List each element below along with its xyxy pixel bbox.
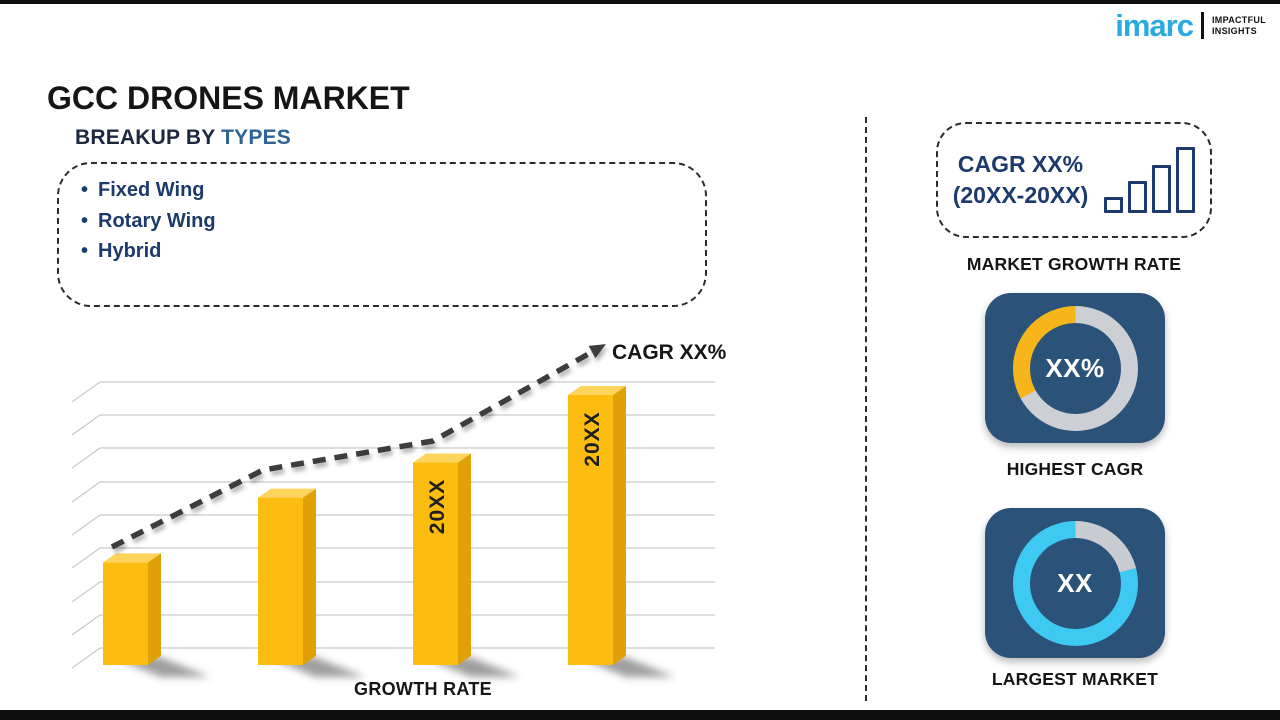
growth-bars-icon bbox=[1104, 147, 1196, 213]
bar-side-face bbox=[303, 488, 316, 665]
gridline-tick bbox=[71, 447, 101, 469]
bar bbox=[568, 395, 613, 665]
bar-side-face bbox=[613, 386, 626, 665]
bar-top-face bbox=[568, 386, 626, 395]
donut-hole bbox=[1029, 537, 1121, 629]
donut-hole bbox=[1029, 322, 1121, 414]
logo-divider bbox=[1200, 12, 1204, 39]
logo-tagline-line2: INSIGHTS bbox=[1211, 25, 1257, 36]
breakup-item: Fixed Wing bbox=[81, 175, 705, 206]
page-title: GCC DRONES MARKET bbox=[47, 80, 410, 117]
logo-tagline: IMPACTFUL INSIGHTS bbox=[1212, 15, 1266, 37]
breakup-item: Rotary Wing bbox=[81, 206, 705, 237]
highest-cagr-value: XX% bbox=[1045, 352, 1105, 383]
trend-arrow bbox=[110, 344, 606, 550]
vertical-dashed-divider bbox=[865, 117, 867, 701]
bar-top-face bbox=[103, 553, 161, 563]
gridline-tick bbox=[71, 547, 101, 569]
bar-top-face bbox=[258, 488, 316, 498]
breakup-heading: BREAKUP BY TYPES bbox=[75, 126, 291, 150]
breakup-heading-highlight: TYPES bbox=[221, 126, 291, 149]
imarc-logo: imarc IMPACTFUL INSIGHTS bbox=[1115, 10, 1266, 41]
bar-side-face bbox=[148, 553, 161, 665]
gridline-tick bbox=[71, 581, 101, 603]
gridline-tick bbox=[71, 481, 101, 503]
bar-chart-canvas: 20XX 20XX bbox=[71, 344, 715, 677]
gridline-tick bbox=[71, 647, 101, 669]
breakup-item: Hybrid bbox=[81, 236, 705, 267]
gridline-tick bbox=[71, 381, 101, 403]
gridline-tick bbox=[71, 514, 101, 536]
market-growth-rate-label: MARKET GROWTH RATE bbox=[966, 254, 1182, 274]
imarc-brand-text: imarc bbox=[1115, 8, 1194, 43]
bar-label: 20XX bbox=[581, 411, 604, 466]
cagr-years-line: (20XX-20XX) bbox=[952, 182, 1089, 208]
largest-market-label: LARGEST MARKET bbox=[991, 669, 1159, 689]
logo-tagline-line1: IMPACTFUL bbox=[1211, 14, 1266, 25]
breakup-types-box: Fixed WingRotary WingHybrid bbox=[57, 162, 707, 307]
trend-arrowhead bbox=[588, 344, 606, 359]
highest-cagr-donut: XX% bbox=[1012, 305, 1138, 431]
largest-market-donut: XX bbox=[1012, 520, 1138, 646]
breakup-types-list: Fixed WingRotary WingHybrid bbox=[59, 175, 705, 267]
cagr-period-text: CAGR XX% (20XX-20XX) bbox=[953, 149, 1089, 211]
largest-market-card: XX bbox=[985, 508, 1165, 658]
bar bbox=[103, 562, 148, 665]
bar-side-face bbox=[458, 453, 471, 665]
growth-rate-chart: 20XX 20XX CAGR XX% GROWTH RATE bbox=[60, 335, 726, 705]
cagr-value-line: CAGR XX% bbox=[957, 150, 1084, 177]
x-axis-label: GROWTH RATE bbox=[354, 679, 492, 699]
bar bbox=[258, 497, 303, 665]
largest-market-value: XX bbox=[1057, 567, 1093, 598]
highest-cagr-label: HIGHEST CAGR bbox=[1006, 459, 1144, 479]
breakup-heading-prefix: BREAKUP BY bbox=[75, 126, 222, 149]
highest-cagr-card: XX% bbox=[985, 293, 1165, 443]
gridline-tick bbox=[71, 614, 101, 636]
cagr-period-box: CAGR XX% (20XX-20XX) bbox=[936, 122, 1212, 238]
bar-top-face bbox=[413, 453, 471, 463]
gridline-tick bbox=[71, 414, 101, 436]
bottom-border-bar bbox=[0, 710, 1280, 720]
top-border-bar bbox=[0, 0, 1280, 4]
bar-label: 20XX bbox=[426, 479, 449, 534]
bar bbox=[413, 462, 458, 665]
cagr-annotation: CAGR XX% bbox=[612, 341, 727, 364]
